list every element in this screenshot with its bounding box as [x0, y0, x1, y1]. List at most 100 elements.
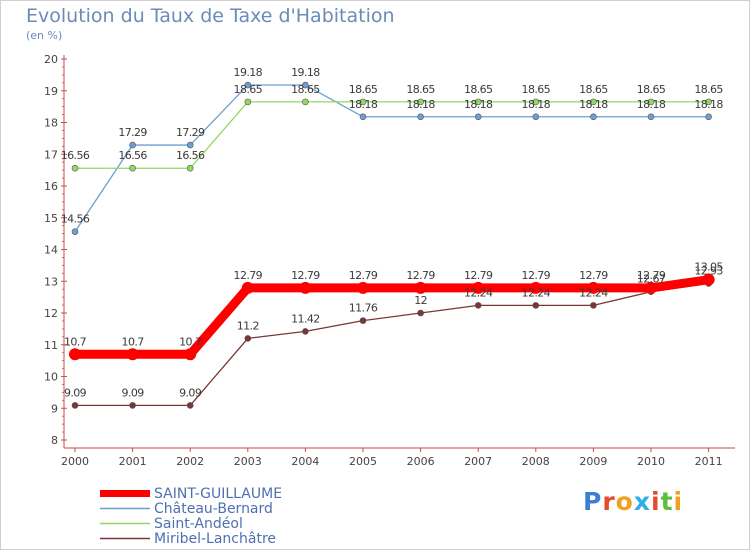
legend-item-miribel-lanchatre[interactable]: Miribel-Lanchâtre — [100, 531, 282, 547]
logo-letter: o — [615, 487, 634, 516]
y-tick-label: 20 — [44, 53, 58, 66]
data-point — [302, 98, 309, 106]
data-label: 16.56 — [118, 149, 147, 162]
chart-data-labels: 14.56 17.29 17.29 19.18 19.18 18.18 18.18 18.18… — [61, 66, 724, 399]
data-label: 18.65 — [579, 83, 608, 96]
data-point — [417, 113, 424, 121]
logo-letter: t — [660, 487, 674, 516]
x-tick-label: 2003 — [234, 455, 262, 468]
data-label: 9.09 — [64, 386, 87, 399]
data-label: 16.56 — [61, 149, 90, 162]
legend-label: Château-Bernard — [154, 500, 273, 517]
x-tick-label: 2002 — [176, 455, 204, 468]
logo-letter: P — [583, 487, 603, 516]
data-point — [702, 273, 715, 286]
legend-item-saint-andeol[interactable]: Saint-Andéol — [100, 515, 282, 532]
data-label: 10.7 — [179, 335, 202, 348]
y-tick-label: 12 — [44, 307, 58, 320]
data-label: 18.18 — [406, 98, 435, 111]
data-point — [647, 98, 655, 106]
data-point — [244, 81, 252, 89]
data-label: 19.18 — [291, 66, 320, 79]
data-point — [532, 113, 540, 121]
data-label: 12.79 — [234, 269, 263, 282]
chart-series-lines — [70, 84, 714, 407]
data-label: 18.65 — [464, 83, 493, 96]
data-point — [129, 141, 136, 149]
data-label: 11.2 — [237, 319, 259, 332]
data-point — [186, 402, 194, 409]
data-label: 9.09 — [122, 386, 145, 399]
data-point — [184, 348, 197, 361]
legend-label: SAINT-GUILLAUME — [154, 485, 283, 502]
data-label: 12.24 — [579, 286, 608, 299]
data-label: 18.65 — [291, 83, 320, 96]
data-label: 12.79 — [349, 269, 378, 282]
y-tick-label: 13 — [44, 275, 58, 288]
legend-swatch — [100, 522, 150, 525]
series-line-2 — [74, 101, 710, 169]
data-label: 12.79 — [291, 269, 320, 282]
data-label: 14.56 — [61, 213, 90, 226]
data-label: 12 — [414, 294, 427, 307]
legend-swatch — [100, 507, 150, 510]
data-label: 18.65 — [637, 83, 666, 96]
y-tick-label: 18 — [44, 117, 58, 130]
data-point — [529, 281, 542, 294]
data-label: 18.65 — [349, 83, 378, 96]
x-tick-label: 2009 — [579, 455, 607, 468]
data-label: 12.79 — [637, 269, 666, 282]
logo-letter: i — [673, 487, 684, 516]
data-point — [647, 113, 655, 121]
chart-legend: SAINT-GUILLAUME Château-Bernard Saint-An… — [100, 485, 283, 547]
data-point — [244, 98, 252, 106]
data-label: 12.79 — [579, 269, 608, 282]
y-tick-label: 8 — [51, 434, 58, 447]
data-point — [71, 228, 79, 236]
data-point — [357, 281, 369, 294]
data-point — [474, 113, 482, 121]
legend-item-saint-guillaume[interactable]: SAINT-GUILLAUME — [100, 485, 283, 502]
data-label: 18.18 — [637, 98, 666, 111]
legend-swatch — [100, 490, 150, 497]
data-label: 9.09 — [179, 386, 202, 399]
data-point — [414, 281, 427, 294]
data-label: 18.18 — [349, 98, 378, 111]
y-tick-label: 19 — [44, 85, 58, 98]
legend-item-chateau-bernard[interactable]: Château-Bernard — [100, 500, 282, 517]
data-label: 16.56 — [176, 149, 205, 162]
x-tick-label: 2005 — [349, 455, 377, 468]
x-tick-label: 2006 — [407, 455, 435, 468]
data-label: 12.24 — [464, 286, 493, 299]
y-tick-label: 11 — [44, 339, 58, 352]
data-point — [359, 317, 367, 324]
data-point — [126, 348, 139, 361]
data-label: 12.93 — [694, 264, 723, 277]
data-point — [417, 98, 424, 106]
y-tick-label: 15 — [44, 212, 58, 225]
x-tick-label: 2008 — [522, 455, 550, 468]
data-label: 18.65 — [234, 83, 263, 96]
legend-swatch — [100, 537, 150, 540]
data-label: 10.7 — [122, 335, 145, 348]
y-tick-label: 16 — [44, 180, 58, 193]
data-point — [417, 309, 424, 317]
data-label: 18.65 — [406, 83, 435, 96]
chart-unit-label: (en %) — [26, 29, 63, 42]
data-label: 19.18 — [234, 66, 263, 79]
data-point — [532, 302, 540, 309]
data-point — [587, 281, 600, 294]
data-point — [244, 335, 252, 342]
data-label: 18.18 — [579, 98, 608, 111]
data-label: 18.65 — [694, 83, 723, 96]
data-point — [474, 98, 482, 106]
x-tick-label: 2001 — [119, 455, 147, 468]
legend-label: Saint-Andéol — [154, 515, 243, 532]
y-tick-label: 9 — [51, 402, 58, 415]
y-tick-label: 14 — [44, 244, 58, 257]
data-label: 17.29 — [176, 126, 205, 139]
data-label: 12.79 — [406, 269, 435, 282]
data-point — [71, 402, 79, 409]
